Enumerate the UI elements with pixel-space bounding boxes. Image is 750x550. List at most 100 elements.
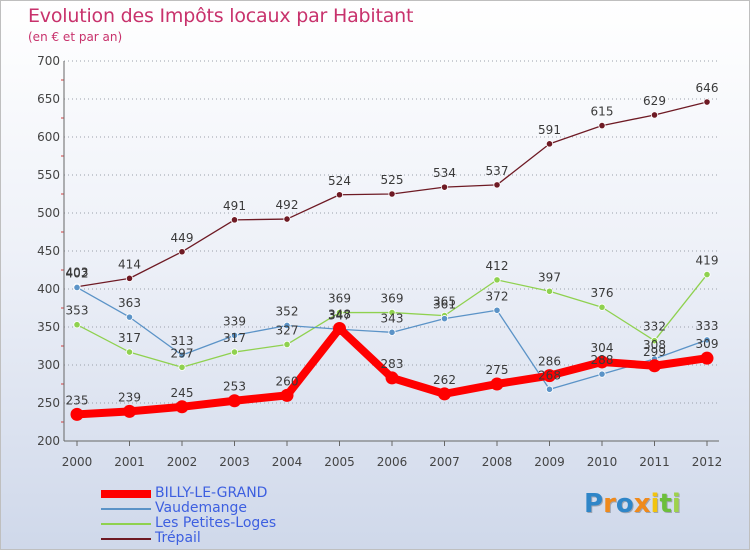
- data-label: 347: [328, 308, 351, 322]
- data-label: 275: [486, 363, 509, 377]
- data-label: 534: [433, 166, 456, 180]
- data-point: [543, 369, 556, 383]
- logo-letter: P: [584, 489, 604, 519]
- data-label: 492: [276, 198, 299, 212]
- x-tick-label: 2008: [482, 455, 513, 469]
- data-point: [545, 385, 554, 393]
- data-point: [178, 351, 186, 359]
- legend-swatch: [101, 490, 151, 498]
- data-label: 369: [381, 292, 404, 306]
- data-point: [388, 328, 396, 336]
- data-label: 317: [223, 331, 246, 345]
- x-tick-label: 2004: [272, 455, 303, 469]
- data-point: [178, 363, 186, 371]
- data-label: 262: [433, 373, 456, 387]
- data-label: 402: [66, 266, 89, 280]
- y-tick-label: 400: [37, 282, 60, 296]
- data-label: 239: [118, 390, 141, 404]
- data-label: 537: [486, 164, 509, 178]
- data-label: 339: [223, 314, 246, 328]
- x-tick-label: 2005: [324, 455, 355, 469]
- data-label: 283: [381, 357, 404, 371]
- data-label: 260: [276, 374, 299, 388]
- data-label: 343: [381, 311, 404, 325]
- proxiti-logo: Proxiti: [584, 489, 681, 519]
- data-label: 646: [696, 81, 719, 95]
- data-label: 327: [276, 323, 299, 337]
- data-point: [283, 340, 291, 349]
- data-point: [230, 331, 239, 339]
- data-label: 397: [538, 270, 561, 284]
- x-tick-label: 2007: [429, 455, 460, 469]
- data-point: [228, 394, 241, 408]
- data-point: [493, 181, 501, 189]
- data-point: [280, 388, 294, 402]
- y-tick-label: 650: [37, 92, 60, 106]
- x-tick-label: 2011: [639, 455, 670, 469]
- data-label: 286: [538, 355, 561, 369]
- data-point: [650, 337, 659, 345]
- logo-letter: o: [615, 489, 634, 519]
- chart-title: Evolution des Impôts locaux par Habitant: [28, 5, 414, 27]
- y-tick-label: 350: [37, 320, 60, 334]
- logo-letter: x: [633, 489, 651, 519]
- x-tick-label: 2003: [219, 455, 250, 469]
- data-point: [490, 377, 504, 391]
- y-tick-label: 500: [37, 206, 60, 220]
- data-label: 299: [643, 345, 666, 359]
- y-tick-label: 600: [37, 130, 60, 144]
- data-point: [123, 404, 136, 418]
- data-point: [545, 287, 554, 295]
- data-label: 403: [66, 266, 89, 280]
- data-label: 317: [118, 331, 141, 345]
- data-point: [125, 313, 134, 321]
- data-label: 352: [276, 304, 299, 318]
- data-label: 313: [171, 334, 194, 348]
- x-tick-label: 2010: [587, 455, 618, 469]
- data-point: [388, 308, 396, 317]
- legend-label: BILLY-LE-GRAND: [155, 485, 268, 501]
- data-label: 419: [696, 254, 719, 268]
- data-point: [230, 348, 239, 356]
- data-point: [493, 306, 501, 314]
- data-point: [648, 359, 661, 373]
- data-point: [703, 336, 711, 344]
- data-point: [595, 355, 609, 369]
- data-label: 414: [118, 257, 141, 271]
- legend-swatch: [101, 523, 151, 525]
- data-label: 629: [643, 94, 666, 108]
- data-point: [493, 276, 501, 284]
- data-label: 297: [171, 346, 194, 360]
- data-point: [125, 274, 134, 282]
- x-tick-label: 2006: [377, 455, 408, 469]
- data-label: 333: [696, 319, 719, 333]
- data-label: 268: [538, 368, 561, 382]
- logo-letter: i: [671, 489, 681, 519]
- data-label: 253: [223, 380, 246, 394]
- data-point: [125, 348, 134, 356]
- data-point: [283, 321, 291, 330]
- data-label: 365: [433, 295, 456, 309]
- data-point: [703, 270, 711, 279]
- data-point: [335, 191, 344, 199]
- y-tick-label: 250: [37, 396, 60, 410]
- data-point: [598, 370, 606, 378]
- legend-label: Trépail: [155, 530, 201, 546]
- data-label: 372: [486, 289, 509, 303]
- y-tick-label: 700: [37, 54, 60, 68]
- data-point: [333, 322, 346, 336]
- data-label: 361: [433, 298, 456, 312]
- data-point: [440, 183, 449, 191]
- logo-letter: r: [603, 489, 616, 519]
- x-tick-label: 2002: [167, 455, 198, 469]
- data-point: [385, 371, 399, 385]
- data-point: [73, 321, 81, 329]
- data-point: [598, 303, 606, 311]
- data-label: 332: [643, 320, 666, 334]
- data-label: 288: [591, 353, 614, 367]
- data-point: [335, 308, 344, 317]
- data-point: [388, 190, 396, 198]
- y-tick-label: 450: [37, 244, 60, 258]
